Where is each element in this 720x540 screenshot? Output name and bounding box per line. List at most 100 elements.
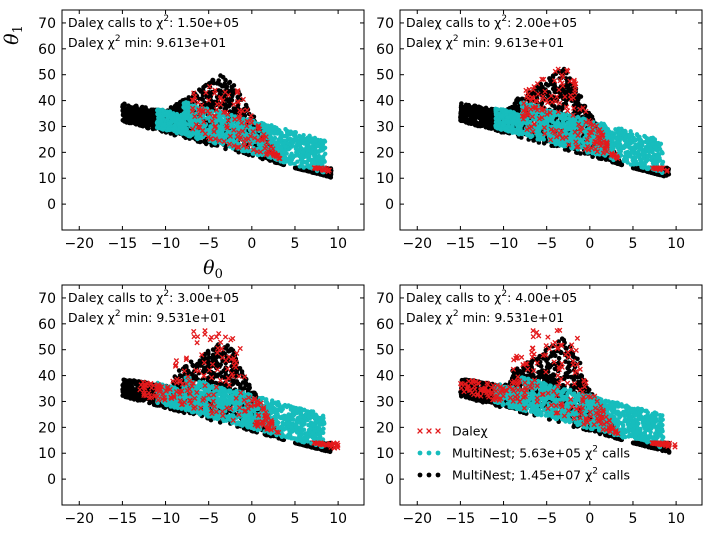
multinest-small-point [557,124,562,129]
multinest-small-point [308,138,314,143]
multinest-large-point [483,124,489,130]
multinest-large-point [122,101,127,107]
dalex-point [220,97,226,104]
multinest-small-point [297,141,302,147]
x-tick-label: −15 [108,236,138,252]
multinest-small-point [224,133,229,138]
dalex-point [250,147,257,153]
x-tick-label: −5 [198,236,219,252]
multinest-small-point [183,103,188,109]
multinest-large-point [464,118,469,123]
dalex-point [255,137,261,143]
dalex-point [240,96,246,103]
multinest-small-point [259,152,265,158]
dalex-point [268,144,274,150]
multinest-small-point [300,136,306,142]
dalex-point [237,111,243,117]
multinest-large-point [590,154,595,159]
dalex-point [240,128,246,134]
dalex-point [227,133,233,139]
dalex-point [261,131,267,138]
multinest-small-point [208,124,213,129]
multinest-small-point [157,107,162,113]
multinest-small-point [565,121,570,126]
multinest-small-point [165,110,170,115]
dalex-point [190,126,196,132]
multinest-small-point [171,111,176,116]
multinest-large-point [461,110,467,115]
annotation-chi2-min: Daleχ χ2 min: 9.613e+01 [68,34,226,50]
multinest-small-point [313,138,318,143]
multinest-large-point [325,173,331,179]
multinest-small-point [174,130,180,136]
dalex-point [212,136,219,142]
multinest-large-point [129,109,134,115]
multinest-small-point [281,134,286,139]
multinest-small-point [278,135,283,140]
multinest-small-point [283,127,288,132]
multinest-large-point [228,88,233,94]
dalex-point [205,108,211,114]
multinest-large-point [145,110,151,116]
dalex-point [225,92,232,98]
multinest-small-point [300,149,306,155]
multinest-large-point [531,138,536,143]
multinest-large-point [489,110,494,116]
dalex-point [231,143,237,149]
y-tick-label: 70 [38,16,56,32]
dalex-point [199,128,206,134]
multinest-small-point [322,139,328,144]
multinest-large-point [142,108,147,113]
multinest-large-point [229,97,235,103]
multinest-large-point [246,152,251,158]
multinest-small-point [168,120,174,126]
multinest-small-point [227,129,232,134]
multinest-small-point [293,130,298,135]
multinest-large-point [126,103,131,108]
multinest-small-point [292,161,297,166]
multinest-small-point [582,143,587,148]
multinest-large-point [515,96,520,101]
multinest-small-point [269,123,274,128]
multinest-large-point [549,143,554,148]
multinest-small-point [562,116,568,122]
multinest-small-point [156,120,162,125]
multinest-small-point [275,130,281,136]
dalex-point [206,83,213,90]
multinest-large-point [468,120,474,125]
multinest-large-point [124,120,129,125]
multinest-small-point [174,111,180,117]
y-tick-label: 40 [38,94,56,110]
dalex-point [206,97,212,103]
dalex-point [212,90,218,97]
multinest-small-point [207,127,213,133]
multinest-small-point [279,146,284,151]
multinest-small-point [166,126,171,132]
multinest-small-point [272,125,277,130]
multinest-small-point [168,115,174,120]
dalex-point [264,139,270,145]
multinest-large-point [472,103,478,109]
dalex-point [247,133,254,139]
x-tick-label: −20 [64,236,94,252]
multinest-large-point [293,165,299,171]
dalex-point [207,136,213,142]
multinest-large-point [123,110,128,116]
dalex-point [221,138,227,145]
multinest-small-point [233,143,238,148]
dalex-point [212,124,218,130]
dalex-point [234,90,240,96]
points-layer [458,66,672,179]
dalex-point [234,144,241,150]
multinest-large-point [133,107,138,112]
multinest-large-point [472,120,477,126]
multinest-large-point [150,123,155,128]
y-tick-label: 0 [47,197,56,213]
multinest-large-point [558,93,563,99]
multinest-small-point [302,160,307,165]
multinest-small-point [300,164,305,169]
multinest-large-point [137,122,143,127]
x-tick-label: 0 [247,236,256,252]
multinest-small-point [178,129,184,135]
